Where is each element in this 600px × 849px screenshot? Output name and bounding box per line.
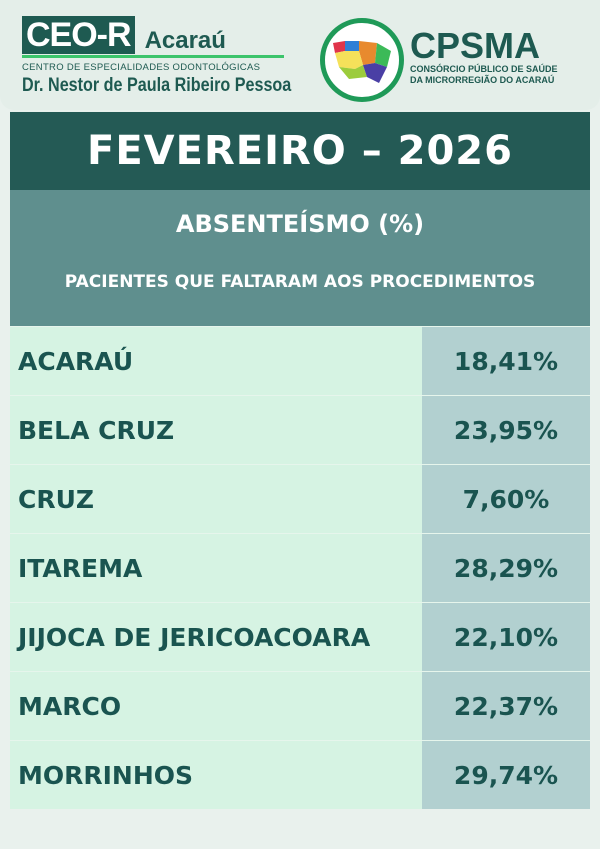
table-row: MORRINHOS 29,74%: [10, 740, 590, 809]
header: CEO-R Acaraú CENTRO DE ESPECIALIDADES OD…: [0, 0, 600, 110]
ceo-logo-city: Acaraú: [144, 27, 226, 54]
table-row: CRUZ 7,60%: [10, 464, 590, 533]
cpsma-line2: DA MICRORREGIÃO DO ACARAÚ: [410, 75, 555, 85]
municipality-name: CRUZ: [10, 465, 422, 533]
table-row: BELA CRUZ 23,95%: [10, 395, 590, 464]
municipality-name: JIJOCA DE JERICOACOARA: [10, 603, 422, 671]
absenteeism-table: FEVEREIRO – 2026 ABSENTEÍSMO (%) PACIENT…: [10, 112, 590, 809]
cpsma-name: CPSMA: [410, 25, 541, 66]
table-description: PACIENTES QUE FALTARAM AOS PROCEDIMENTOS: [64, 272, 536, 292]
absenteeism-value: 22,10%: [422, 603, 590, 671]
municipality-name: ACARAÚ: [10, 327, 422, 395]
cpsma-logo: CPSMA CONSÓRCIO PÚBLICO DE SAÚDE DA MICR…: [410, 28, 558, 86]
municipality-name: MORRINHOS: [10, 741, 422, 809]
page-title: FEVEREIRO – 2026: [10, 112, 590, 190]
absenteeism-value: 7,60%: [422, 465, 590, 533]
table-row: ITAREMA 28,29%: [10, 533, 590, 602]
table-row: ACARAÚ 18,41%: [10, 326, 590, 395]
table-header: ABSENTEÍSMO (%) PACIENTES QUE FALTARAM A…: [10, 190, 590, 326]
municipality-name: BELA CRUZ: [10, 396, 422, 464]
map-emblem-icon: [320, 18, 404, 102]
table-row: JIJOCA DE JERICOACOARA 22,10%: [10, 602, 590, 671]
table-row: MARCO 22,37%: [10, 671, 590, 740]
absenteeism-value: 22,37%: [422, 672, 590, 740]
cpsma-line1: CONSÓRCIO PÚBLICO DE SAÚDE: [410, 64, 558, 74]
ceo-logo-box: CEO-R: [22, 16, 135, 54]
municipality-name: ITAREMA: [10, 534, 422, 602]
municipality-name: MARCO: [10, 672, 422, 740]
absenteeism-value: 29,74%: [422, 741, 590, 809]
table-subtitle: ABSENTEÍSMO (%): [175, 210, 425, 238]
absenteeism-value: 23,95%: [422, 396, 590, 464]
absenteeism-value: 28,29%: [422, 534, 590, 602]
ceo-doctor: Dr. Nestor de Paula Ribeiro Pessoa: [22, 75, 292, 96]
ceo-r-logo: CEO-R Acaraú CENTRO DE ESPECIALIDADES OD…: [22, 16, 292, 97]
ceo-subtitle: CENTRO DE ESPECIALIDADES ODONTOLÓGICAS: [22, 62, 261, 73]
absenteeism-value: 18,41%: [422, 327, 590, 395]
